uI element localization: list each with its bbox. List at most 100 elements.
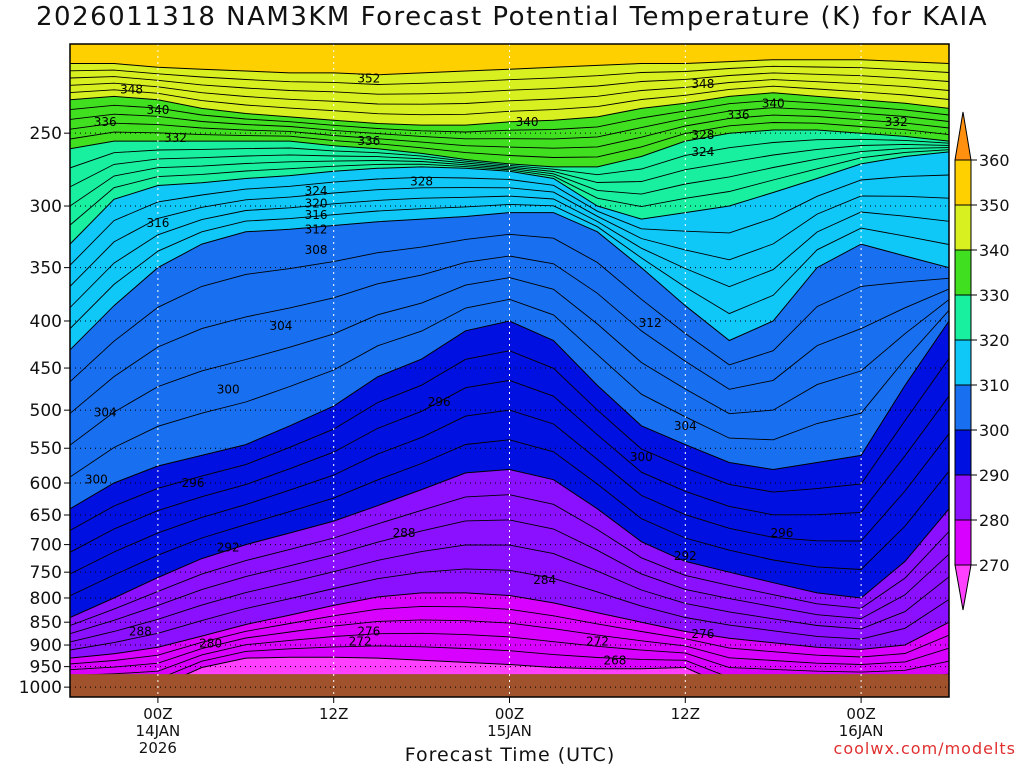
y-tick-label-700: 700 [30,536,62,556]
x-tick-label-20-1: 15JAN [487,722,532,740]
contour-label-16: 316 [305,208,328,222]
contour-label-20: 304 [270,319,293,333]
contour-line-336 [70,107,949,140]
contour-line-274 [70,632,949,676]
contour-line-314 [70,195,949,308]
colorbar-swatch-310 [954,339,972,386]
colorbar-swatch-330 [954,249,972,296]
contour-label-39: 276 [691,627,714,641]
ground-fill [70,674,949,697]
contour-label-1: 352 [357,71,380,85]
colorbar-swatch-300 [954,384,972,431]
contour-label-35: 280 [199,637,222,651]
contour-line-326 [70,143,949,188]
contour-line-348 [70,65,949,85]
contour-label-7: 340 [516,115,539,129]
colorbar-swatch-280 [954,474,972,521]
contour-line-318 [70,174,949,266]
y-tick-label-950: 950 [30,658,62,678]
contour-label-19: 308 [305,243,328,257]
y-tick-label-600: 600 [30,474,62,494]
contour-label-26: 300 [630,450,653,464]
contour-label-36: 276 [357,624,380,638]
colorbar-label-290: 290 [979,466,1010,485]
colorbar-label-360: 360 [979,151,1010,170]
contour-label-23: 304 [94,406,117,420]
y-tick-label-650: 650 [30,506,62,526]
y-tick-label-400: 400 [30,312,62,332]
contour-label-12: 328 [691,128,714,142]
contour-line-344 [70,79,949,105]
colorbar-label-320: 320 [979,331,1010,350]
contour-label-14: 324 [305,184,328,198]
colorbar-swatch-350 [954,159,972,206]
contour-line-338 [70,99,949,133]
x-axis-label: Forecast Time (UTC) [404,744,616,766]
contour-label-0: 348 [120,82,143,96]
contour-label-6: 336 [357,134,380,148]
colorbar-label-340: 340 [979,241,1010,260]
contour-label-3: 340 [146,103,169,117]
contour-line-316 [70,187,949,287]
contour-label-27: 300 [85,473,108,487]
y-tick-label-450: 450 [30,359,62,379]
contour-label-18: 316 [146,216,169,230]
contour-label-15: 320 [305,196,328,210]
colorbar-label-310: 310 [979,376,1010,395]
contour-label-9: 336 [727,108,750,122]
contour-line-308 [70,233,949,383]
chart-title: 2026011318 NAM3KM Forecast Potential Tem… [35,2,988,32]
x-tick-label-20-0: 00Z [495,705,524,723]
contour-label-30: 296 [771,526,794,540]
colorbar-swatch-290 [954,429,972,476]
colorbar-label-280: 280 [979,511,1010,530]
x-tick-label-30-0: 12Z [671,705,700,723]
contour-label-5: 332 [164,131,187,145]
contour-line-304 [70,277,949,446]
x-tick-label-0-1: 14JAN [136,722,181,740]
colorbar-label-330: 330 [979,286,1010,305]
y-tick-label-750: 750 [30,563,62,583]
x-tick-label-10-0: 12Z [319,705,348,723]
colorbar-label-350: 350 [979,196,1010,215]
fill-band-350 [70,44,949,76]
contour-line-284 [70,544,949,643]
contour-label-4: 336 [94,115,117,129]
contour-line-312 [70,203,949,330]
y-tick-label-1000: 1000 [19,678,62,698]
x-tick-label-40-0: 00Z [846,705,875,723]
credit-text: coolwx.com/modelts [833,739,1016,758]
y-tick-label-300: 300 [30,197,62,217]
contour-label-21: 312 [639,316,662,330]
contour-label-38: 272 [586,634,609,648]
contour-label-32: 292 [674,549,697,563]
contour-label-34: 288 [129,624,152,638]
contour-label-13: 324 [691,145,714,159]
colorbar-label-300: 300 [979,421,1010,440]
contour-label-11: 328 [410,174,433,188]
contour-line-302 [70,298,949,478]
contour-label-37: 272 [349,634,372,648]
y-tick-label-800: 800 [30,589,62,609]
colorbar-cap-top [954,111,972,161]
contour-label-40: 268 [604,653,627,667]
contour-label-10: 332 [885,115,908,129]
contour-label-2: 348 [691,77,714,91]
contour-label-28: 296 [182,476,205,490]
x-tick-label-0-0: 00Z [143,705,172,723]
contour-label-29: 288 [393,526,416,540]
contour-line-324 [70,147,949,207]
contour-label-8: 340 [762,96,785,110]
contour-label-25: 304 [674,419,697,433]
x-tick-label-0-2: 2026 [139,739,177,757]
colorbar-cap-bottom [954,564,972,611]
colorbar-swatch-270 [954,519,972,566]
contour-line-322 [70,149,949,226]
contour-label-33: 284 [533,573,556,587]
contour-line-292 [70,439,949,597]
y-tick-label-350: 350 [30,259,62,279]
contour-line-346 [70,72,949,95]
